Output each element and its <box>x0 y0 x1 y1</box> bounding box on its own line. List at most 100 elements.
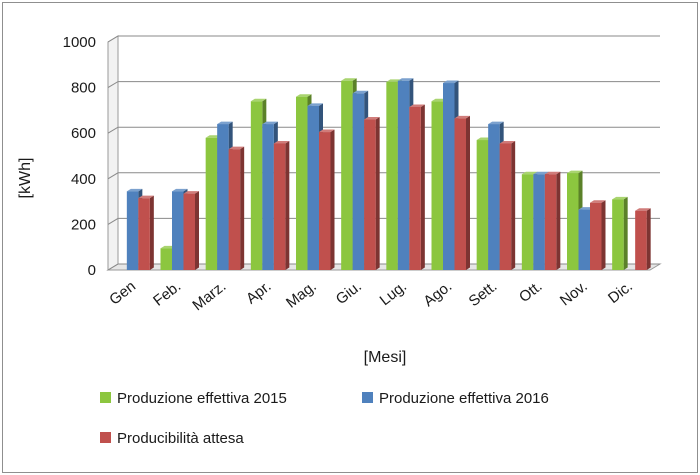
gridline <box>107 126 660 134</box>
bar-top <box>228 146 245 150</box>
bar-top <box>635 208 651 211</box>
bar-front <box>183 193 195 270</box>
bar <box>228 146 245 270</box>
bar <box>138 195 154 270</box>
bar-top <box>126 188 143 192</box>
bar-front <box>431 101 443 270</box>
bar-front <box>476 140 489 270</box>
bar-side <box>240 146 245 270</box>
bar-side <box>420 104 425 270</box>
bar <box>499 140 516 270</box>
bar-front <box>635 210 647 270</box>
bar-side <box>601 200 606 270</box>
bar-front <box>319 132 331 270</box>
bar-front <box>488 124 500 270</box>
bar-top <box>217 121 233 125</box>
bar-top <box>544 171 561 175</box>
bar <box>612 196 628 270</box>
bar-top <box>183 191 199 194</box>
bar-front <box>521 174 534 270</box>
legend-item: Produzione effettiva 2016 <box>362 390 549 407</box>
bar-front <box>273 143 286 270</box>
bar-front <box>250 101 263 270</box>
bar <box>544 171 561 270</box>
y-tick-label: 800 <box>71 80 96 97</box>
bar-front <box>262 124 274 270</box>
bar-top <box>409 104 425 107</box>
bar-top <box>250 98 267 102</box>
bar <box>273 140 290 270</box>
bar-side <box>466 115 470 270</box>
bar-top <box>533 171 549 175</box>
bar-side <box>285 140 290 270</box>
gridline <box>107 35 660 43</box>
bar-side <box>511 140 516 270</box>
bar <box>319 129 335 270</box>
bar-side <box>556 171 561 270</box>
bar-top <box>397 78 414 81</box>
bar-front <box>307 105 319 270</box>
bar-top <box>364 117 380 120</box>
x-tick-label: Sett. <box>466 278 501 310</box>
bar-top <box>307 103 323 106</box>
bar <box>454 115 470 270</box>
bar-top <box>172 188 188 192</box>
bar-front <box>612 199 624 270</box>
y-tick-label: 600 <box>71 125 96 142</box>
y-tick-labels: 0 200 400 600 800 1000 <box>63 34 96 279</box>
bar <box>590 200 606 270</box>
x-tick-label: Lug. <box>377 278 410 309</box>
legend-item: Producibilità attesa <box>100 430 244 447</box>
bar-top <box>296 94 312 97</box>
y-axis-title: [kWh] <box>17 158 34 199</box>
bar-front <box>160 248 172 270</box>
x-tick-label: Apr. <box>243 278 274 308</box>
y-tick-label: 1000 <box>63 34 96 51</box>
legend-label: Produzione effettiva 2015 <box>117 390 287 407</box>
bar-top <box>521 171 538 175</box>
bar-side <box>646 208 651 270</box>
x-axis-title: [Mesi] <box>364 349 407 366</box>
legend: Produzione effettiva 2015 Produzione effe… <box>100 390 549 447</box>
gridline <box>107 81 660 89</box>
bar-top <box>590 200 606 203</box>
legend-swatch <box>362 392 373 403</box>
bar-top <box>341 78 357 81</box>
x-tick-label: Gen <box>106 278 139 309</box>
bar-side <box>195 191 199 270</box>
x-tick-label: Feb. <box>150 278 184 310</box>
bar-front <box>172 191 184 270</box>
bar-top <box>567 170 583 174</box>
x-tick-label: Ott. <box>516 278 546 306</box>
y-tick-label: 400 <box>71 171 96 188</box>
bar-front <box>217 124 229 270</box>
legend-swatch <box>100 432 111 443</box>
y-tick-label: 0 <box>88 262 96 279</box>
bar-side <box>375 117 380 271</box>
bar-front <box>228 149 241 270</box>
bar-top <box>273 140 290 144</box>
bar-top <box>138 195 154 199</box>
bar-front <box>397 80 410 270</box>
x-tick-label: Mag. <box>283 278 320 312</box>
legend-label: Produzione effettiva 2016 <box>379 390 549 407</box>
bar-front <box>296 96 308 270</box>
bar-top <box>488 121 504 125</box>
bar-top <box>454 115 470 119</box>
legend-item: Produzione effettiva 2015 <box>100 390 287 407</box>
bars <box>126 78 651 271</box>
bar-front <box>352 93 365 270</box>
bar-front <box>386 81 398 271</box>
bar-front <box>443 83 455 270</box>
bar-front <box>590 202 602 270</box>
y-tick-label: 200 <box>71 216 96 233</box>
bar-side <box>330 129 335 270</box>
bar-front <box>205 137 218 270</box>
legend-label: Producibilità attesa <box>117 430 244 447</box>
bar-front <box>364 119 376 271</box>
bar-front <box>544 174 557 270</box>
x-tick-labels: Gen Feb. Marz. Apr. Mag. Giu. Lug. Ago. Sett. Ott… <box>106 278 636 314</box>
bar <box>635 208 651 270</box>
x-tick-label: Dic. <box>605 278 636 307</box>
